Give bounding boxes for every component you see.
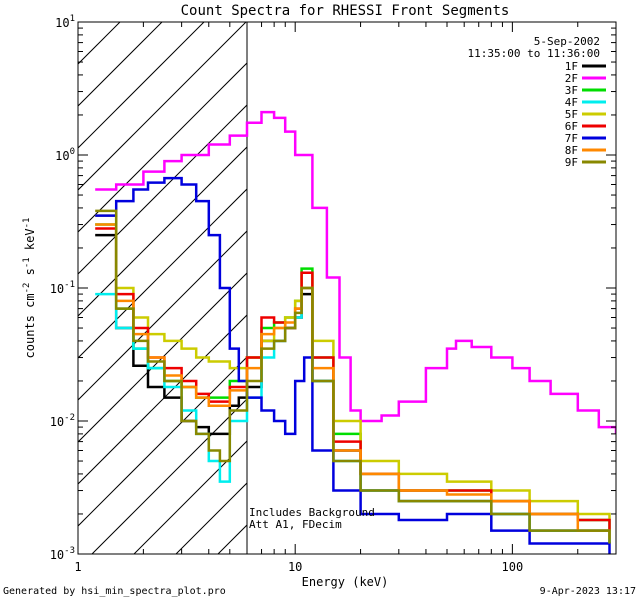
hatch-line bbox=[78, 356, 248, 527]
y-axis-ticks: 10-3 10-2 10-1 100 101 bbox=[50, 14, 616, 562]
hatch-line bbox=[91, 398, 248, 554]
hatch-line bbox=[78, 272, 248, 443]
legend-time-range: 11:35:00 to 11:36:00 bbox=[468, 47, 600, 60]
legend-label-4f: 4F bbox=[565, 96, 578, 109]
hatched-region bbox=[78, 22, 248, 554]
hatch-line bbox=[78, 62, 248, 233]
legend-label-6f: 6F bbox=[565, 120, 578, 133]
y-label-exp: -1 bbox=[22, 257, 32, 268]
y-tick-label: 101 bbox=[55, 14, 75, 30]
x-tick-label: 1 bbox=[74, 560, 81, 574]
hatch-line bbox=[78, 104, 248, 275]
y-label-exp: -2 bbox=[22, 283, 32, 294]
x-tick-label: 10 bbox=[288, 560, 302, 574]
series-line-3f bbox=[95, 223, 611, 531]
annotation-background: Includes Background bbox=[249, 506, 375, 519]
series-line-9f bbox=[95, 209, 611, 544]
y-tick-label: 100 bbox=[55, 147, 75, 163]
hatch-line bbox=[133, 440, 248, 554]
legend-label-3f: 3F bbox=[565, 84, 578, 97]
legend-label-1f: 1F bbox=[565, 60, 578, 73]
legend-label-9f: 9F bbox=[565, 156, 578, 169]
legend-label-5f: 5F bbox=[565, 108, 578, 121]
footer-generated-by: Generated by hsi_min_spectra_plot.pro bbox=[3, 586, 226, 597]
legend-date: 5-Sep-2002 bbox=[534, 35, 600, 48]
x-tick-label: 100 bbox=[502, 560, 524, 574]
series-line-6f bbox=[95, 227, 611, 531]
chart-title: Count Spectra for RHESSI Front Segments bbox=[181, 3, 510, 19]
y-axis-label: counts cm-2 s-1 keV-1 bbox=[22, 218, 37, 359]
y-tick-label: 10-2 bbox=[50, 413, 75, 429]
x-axis-ticks: 1 10 100 bbox=[74, 22, 617, 574]
hatch-lines bbox=[78, 22, 248, 554]
plot-frame bbox=[77, 21, 617, 555]
annotation-attenuator: Att A1, FDecim bbox=[249, 518, 342, 531]
series-group bbox=[95, 110, 616, 554]
series-line-2f bbox=[95, 110, 616, 434]
hatch-line bbox=[78, 188, 248, 359]
y-label-part: keV bbox=[23, 228, 37, 257]
legend-label-2f: 2F bbox=[565, 72, 578, 85]
legend-label-7f: 7F bbox=[565, 132, 578, 145]
hatch-line bbox=[78, 22, 205, 149]
y-label-exp: -1 bbox=[22, 218, 32, 229]
hatch-line bbox=[78, 146, 248, 317]
legend-label-8f: 8F bbox=[565, 144, 578, 157]
series-line-7f bbox=[95, 176, 611, 554]
x-axis-label: Energy (keV) bbox=[302, 575, 389, 589]
hatch-line bbox=[78, 314, 248, 485]
hatch-line bbox=[78, 230, 248, 401]
y-label-part: counts cm bbox=[23, 293, 37, 358]
y-tick-label: 10-3 bbox=[50, 546, 75, 562]
y-tick-label: 10-1 bbox=[50, 280, 75, 296]
hatch-line bbox=[78, 22, 247, 191]
footer-date: 9-Apr-2023 13:17 bbox=[540, 586, 636, 597]
y-label-part: s bbox=[23, 268, 37, 282]
